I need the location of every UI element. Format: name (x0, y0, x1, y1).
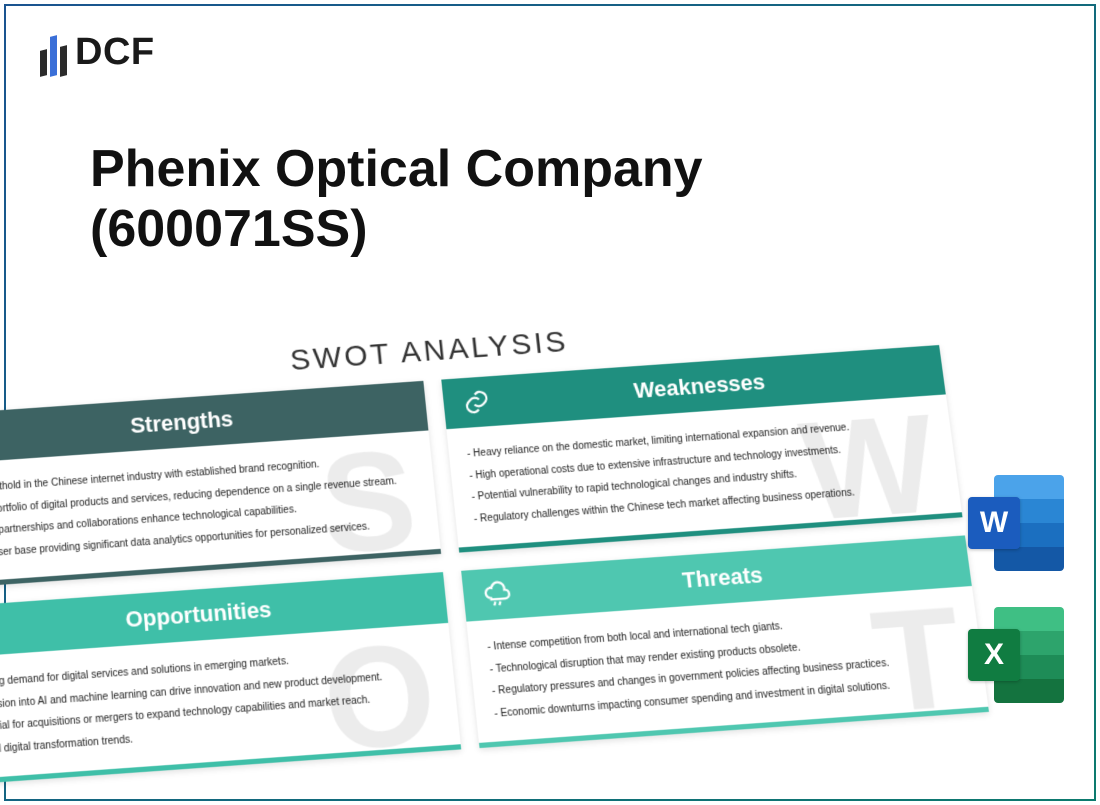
brand-text: DCF (75, 31, 155, 74)
brand-header: DCF (40, 28, 155, 76)
cloud-icon (480, 578, 514, 611)
link-icon (460, 386, 493, 418)
strengths-card: Strengths - Strong foothold in the Chine… (0, 381, 441, 590)
swot-panel: SWOT ANALYSIS Strengths - Strong foothol… (0, 300, 989, 786)
word-file-icon[interactable]: W (968, 475, 1064, 571)
dcf-logo-icon (40, 28, 67, 76)
weaknesses-card: Weaknesses - Heavy reliance on the domes… (441, 345, 962, 553)
file-icons: W X (968, 475, 1064, 703)
title-line-2: (600071SS) (90, 200, 368, 258)
excel-file-icon[interactable]: X (968, 607, 1064, 703)
title-line-1: Phenix Optical Company (90, 140, 703, 198)
threats-card: Threats - Intense competition from both … (461, 535, 989, 748)
page-title: Phenix Optical Company (600071SS) (90, 140, 703, 260)
word-badge: W (968, 497, 1020, 549)
opportunities-card: Opportunities - Growing demand for digit… (0, 572, 461, 786)
excel-badge: X (968, 629, 1020, 681)
swot-grid: Strengths - Strong foothold in the Chine… (0, 345, 989, 786)
